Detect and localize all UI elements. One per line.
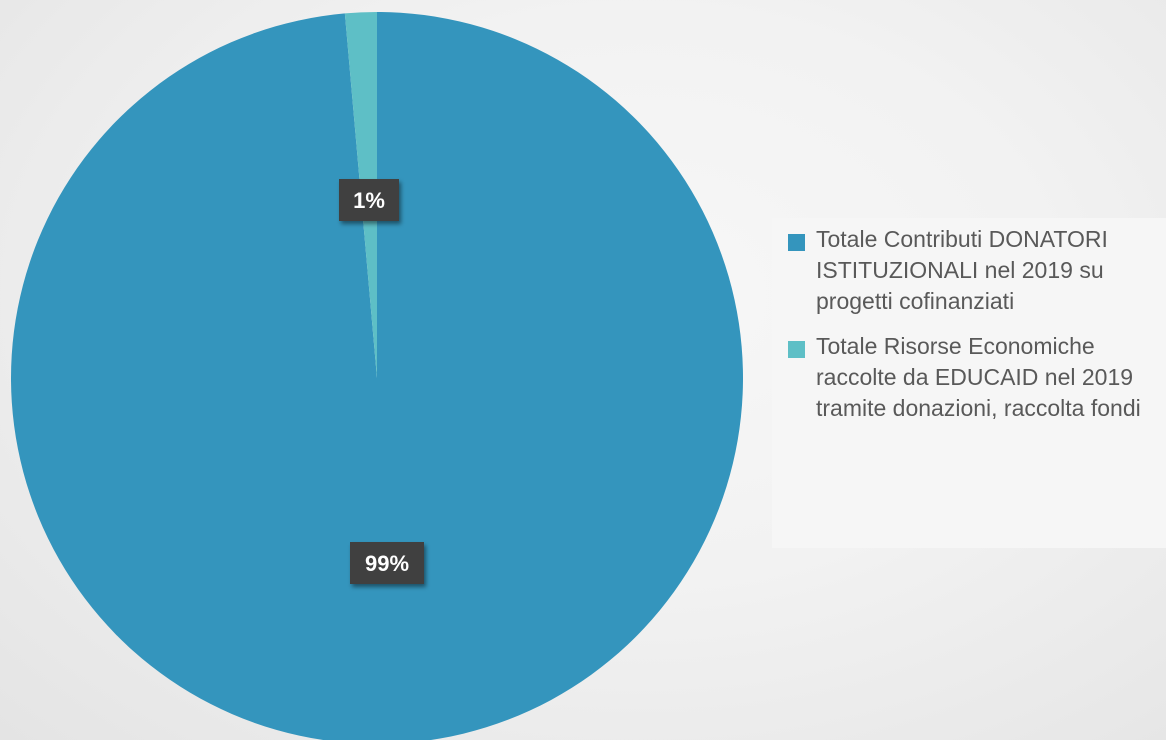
data-label-educaid-donations: 1% [339,179,399,221]
data-label-text-educaid-donations: 1% [353,188,385,213]
data-label-text-institutional-donors: 99% [365,551,409,576]
legend-label-institutional-donors: Totale Contributi DONATORI ISTITUZIONALI… [816,226,1108,314]
legend-swatch-educaid-donations [788,341,805,358]
data-label-box-educaid-donations [339,179,399,221]
legend-item-institutional-donors: Totale Contributi DONATORI ISTITUZIONALI… [788,224,1166,317]
data-label-institutional-donors: 99% [350,542,424,584]
data-label-box-institutional-donors [350,542,424,584]
legend-label-educaid-donations: Totale Risorse Economiche raccolte da ED… [816,333,1141,421]
legend: Totale Contributi DONATORI ISTITUZIONALI… [772,218,1166,548]
pie-slice-institutional-donors [11,12,743,740]
legend-item-educaid-donations: Totale Risorse Economiche raccolte da ED… [788,331,1166,424]
legend-swatch-institutional-donors [788,234,805,251]
